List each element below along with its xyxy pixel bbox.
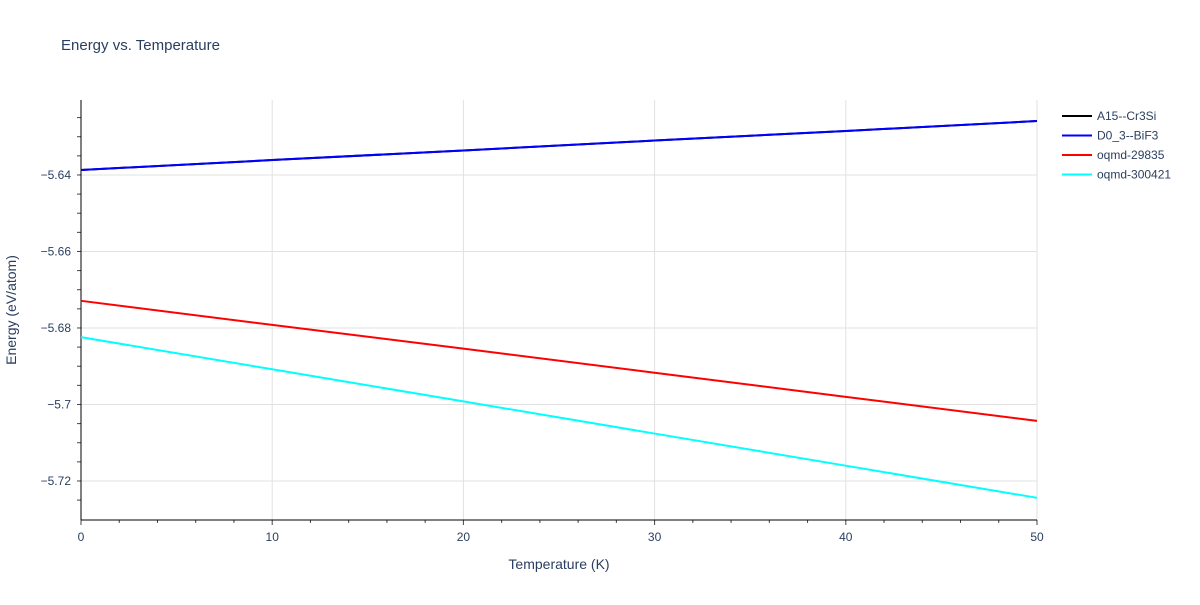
grid: [81, 100, 1038, 520]
y-tick-label: −5.66: [41, 244, 72, 258]
x-tick-label: 0: [78, 530, 85, 544]
y-tick-label: −5.64: [41, 168, 72, 182]
legend-item: D0_3--BiF3: [1097, 129, 1159, 143]
legend: A15--Cr3Si D0_3--BiF3 oqmd-29835 oqmd-30042…: [1062, 109, 1171, 182]
y-tick-label: −5.68: [41, 321, 72, 335]
x-tick-label: 10: [266, 530, 280, 544]
legend-item: oqmd-29835: [1097, 148, 1165, 162]
x-tick-label: 20: [457, 530, 471, 544]
legend-item: A15--Cr3Si: [1097, 109, 1156, 123]
x-tick-label: 30: [648, 530, 662, 544]
x-tick-label: 40: [839, 530, 853, 544]
series-line-oqmd-300421: [80, 336, 1038, 499]
chart-title: Energy vs. Temperature: [61, 37, 220, 54]
axes: 0 10 20 30 40 50 −5.72 −5.7 −5.68 −5.66 −5.64: [41, 100, 1044, 544]
y-axis-label: Energy (eV/atom): [3, 255, 19, 365]
series-lines: [80, 120, 1038, 499]
x-tick-label: 50: [1030, 530, 1044, 544]
series-line-oqmd-29835: [80, 299, 1038, 422]
legend-item: oqmd-300421: [1097, 168, 1171, 182]
x-axis-label: Temperature (K): [508, 556, 609, 572]
y-tick-label: −5.72: [41, 474, 72, 488]
y-tick-label: −5.7: [47, 397, 71, 411]
series-line-D0_3--BiF3: [80, 120, 1038, 171]
